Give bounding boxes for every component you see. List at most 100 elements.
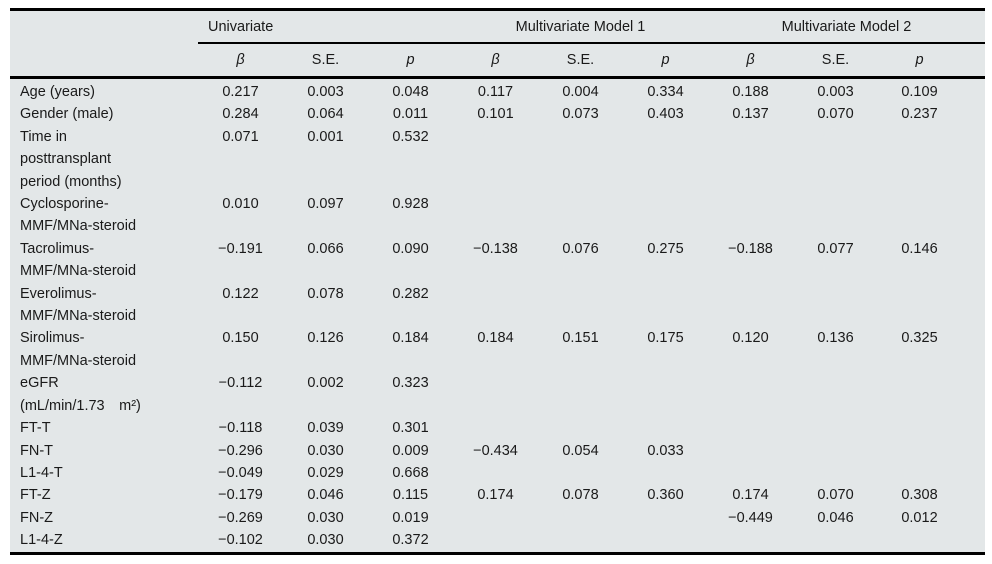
value-cell bbox=[793, 417, 878, 439]
value-cell: 0.019 bbox=[392, 509, 429, 526]
table-row: L1-4-T −0.049 0.029 0.668 bbox=[10, 462, 985, 484]
value-cell: 0.030 bbox=[307, 532, 344, 549]
value-cell: 0.126 bbox=[307, 330, 344, 347]
table-row: FN-T −0.296 0.030 0.009 −0.434 0.054 0.0… bbox=[10, 440, 985, 462]
row-label: L1-4-T bbox=[20, 464, 63, 481]
table-row: Gender (male) 0.284 0.064 0.011 0.101 0.… bbox=[10, 103, 985, 125]
stub-cell bbox=[10, 11, 198, 43]
table-row: eGFR (mL/min/1.73 m²) −0.112 0.002 0.323 bbox=[10, 372, 985, 417]
value-cell bbox=[708, 126, 793, 193]
table-row: Sirolimus- MMF/MNa-steroid 0.150 0.126 0… bbox=[10, 327, 985, 372]
value-cell: 0.011 bbox=[392, 106, 429, 123]
value-cell bbox=[453, 126, 538, 193]
value-cell bbox=[708, 417, 793, 439]
value-cell bbox=[538, 126, 623, 193]
row-label: Gender (male) bbox=[20, 106, 114, 123]
value-cell: −0.269 bbox=[218, 509, 263, 526]
value-cell bbox=[453, 529, 538, 551]
value-cell: −0.296 bbox=[218, 442, 263, 459]
value-cell bbox=[538, 372, 623, 417]
row-label: eGFR (mL/min/1.73 m²) bbox=[20, 375, 141, 414]
value-cell: −0.112 bbox=[218, 375, 263, 392]
value-cell: 0.054 bbox=[562, 442, 599, 459]
group-header-row: Univariate Multivariate Model 1 Multivar… bbox=[10, 11, 985, 44]
value-cell: 0.033 bbox=[647, 442, 684, 459]
value-cell: 0.120 bbox=[732, 330, 769, 347]
value-cell: 0.184 bbox=[392, 330, 429, 347]
table-row: Time in posttransplant period (months) 0… bbox=[10, 126, 985, 193]
value-cell: 0.334 bbox=[647, 84, 684, 100]
value-cell: 0.003 bbox=[817, 84, 854, 100]
col-header-se: S.E. bbox=[283, 43, 368, 79]
value-cell: 0.046 bbox=[817, 509, 854, 526]
value-cell bbox=[538, 529, 623, 551]
value-cell bbox=[623, 193, 708, 238]
col-header-p: p bbox=[623, 43, 708, 79]
value-cell bbox=[878, 529, 985, 551]
value-cell bbox=[793, 193, 878, 238]
col-header-se: S.E. bbox=[793, 43, 878, 79]
table-row: Everolimus- MMF/MNa-steroid 0.122 0.078 … bbox=[10, 283, 985, 328]
value-cell: 0.101 bbox=[477, 106, 514, 123]
table-row: Tacrolimus- MMF/MNa-steroid −0.191 0.066… bbox=[10, 238, 985, 283]
value-cell bbox=[708, 440, 793, 462]
value-cell: 0.002 bbox=[307, 375, 344, 392]
row-label: FT-T bbox=[20, 420, 51, 437]
value-cell bbox=[793, 283, 878, 328]
value-cell: 0.115 bbox=[392, 487, 429, 504]
value-cell: −0.138 bbox=[473, 240, 518, 257]
value-cell: 0.010 bbox=[222, 196, 259, 213]
value-cell: 0.323 bbox=[392, 375, 429, 392]
value-cell: 0.004 bbox=[562, 84, 599, 100]
value-cell: −0.434 bbox=[473, 442, 518, 459]
value-cell: 0.073 bbox=[562, 106, 599, 123]
group-header-multivariate-model-2: Multivariate Model 2 bbox=[708, 11, 985, 44]
value-cell bbox=[623, 283, 708, 328]
value-cell: 0.064 bbox=[307, 106, 344, 123]
value-cell: 0.009 bbox=[392, 442, 429, 459]
value-cell: −0.118 bbox=[218, 420, 263, 437]
value-cell: 0.137 bbox=[732, 106, 769, 123]
value-cell bbox=[793, 529, 878, 551]
value-cell bbox=[623, 529, 708, 551]
value-cell: 0.030 bbox=[307, 509, 344, 526]
value-cell bbox=[623, 462, 708, 484]
value-cell: 0.360 bbox=[647, 487, 684, 504]
value-cell: 0.097 bbox=[307, 196, 344, 213]
value-cell bbox=[793, 126, 878, 193]
value-cell bbox=[538, 417, 623, 439]
table-row: Cyclosporine- MMF/MNa-steroid 0.010 0.09… bbox=[10, 193, 985, 238]
col-header-beta: β bbox=[453, 43, 538, 79]
regression-table: Univariate Multivariate Model 1 Multivar… bbox=[10, 11, 985, 552]
value-cell: 0.275 bbox=[647, 240, 684, 257]
value-cell: 0.136 bbox=[817, 330, 854, 347]
value-cell: 0.078 bbox=[562, 487, 599, 504]
row-label: L1-4-Z bbox=[20, 532, 63, 549]
value-cell: 0.301 bbox=[392, 420, 429, 437]
value-cell bbox=[538, 283, 623, 328]
value-cell: 0.372 bbox=[392, 532, 429, 549]
value-cell bbox=[708, 372, 793, 417]
value-cell: 0.188 bbox=[732, 84, 769, 100]
value-cell bbox=[878, 462, 985, 484]
value-cell: 0.237 bbox=[901, 106, 938, 123]
value-cell: 0.090 bbox=[392, 240, 429, 257]
value-cell: −0.102 bbox=[218, 532, 263, 549]
value-cell: 0.174 bbox=[732, 487, 769, 504]
value-cell bbox=[538, 462, 623, 484]
value-cell: 0.150 bbox=[222, 330, 259, 347]
value-cell bbox=[793, 462, 878, 484]
value-cell: 0.076 bbox=[562, 240, 599, 257]
value-cell bbox=[708, 193, 793, 238]
value-cell bbox=[623, 126, 708, 193]
col-header-beta: β bbox=[708, 43, 793, 79]
value-cell: 0.039 bbox=[307, 420, 344, 437]
value-cell: 0.284 bbox=[222, 106, 259, 123]
value-cell bbox=[623, 372, 708, 417]
value-cell: 0.077 bbox=[817, 240, 854, 257]
value-cell: 0.048 bbox=[392, 84, 429, 100]
value-cell: 0.066 bbox=[307, 240, 344, 257]
value-cell: −0.049 bbox=[218, 464, 263, 481]
row-label: Tacrolimus- MMF/MNa-steroid bbox=[20, 240, 137, 280]
row-label: Sirolimus- MMF/MNa-steroid bbox=[20, 330, 137, 369]
